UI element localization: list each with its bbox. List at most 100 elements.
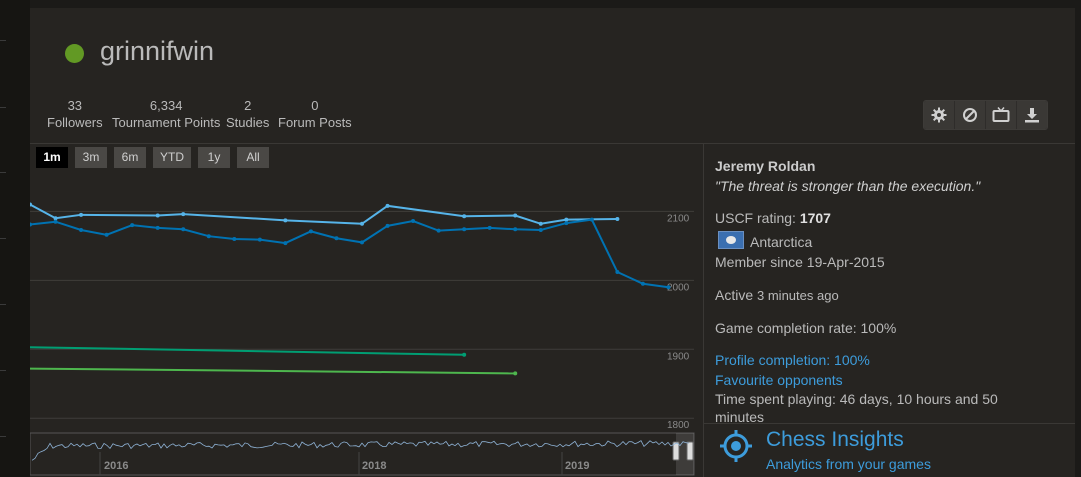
watch-tv-button[interactable]: [986, 101, 1017, 129]
gutter-tick: [0, 304, 6, 305]
data-point[interactable]: [79, 227, 84, 232]
data-point[interactable]: [232, 236, 237, 241]
download-button[interactable]: [1017, 101, 1047, 129]
data-point[interactable]: [564, 217, 569, 222]
navigator-handle-right[interactable]: [686, 441, 694, 461]
stat-forum-posts[interactable]: 0 Forum Posts: [278, 97, 352, 131]
data-point[interactable]: [257, 237, 262, 242]
insights-divider: [704, 423, 1075, 424]
data-point[interactable]: [104, 232, 109, 237]
data-point[interactable]: [436, 228, 441, 233]
data-point[interactable]: [513, 213, 518, 218]
data-point[interactable]: [181, 227, 186, 232]
series-line-0[interactable]: [30, 203, 618, 225]
stat-label: Forum Posts: [278, 115, 352, 130]
stat-value: 6,334: [149, 98, 183, 113]
stat-followers[interactable]: 33 Followers: [47, 97, 103, 131]
uscf-rating: USCF rating: 1707: [715, 210, 831, 226]
range-3m-button[interactable]: 3m: [75, 147, 107, 168]
gutter-tick: [0, 436, 6, 437]
navigator-handle-left[interactable]: [672, 441, 680, 461]
profile-quote: "The threat is stronger than the executi…: [715, 178, 981, 194]
range-all-button[interactable]: All: [237, 147, 269, 168]
gutter-tick: [0, 172, 6, 173]
data-point[interactable]: [615, 270, 620, 275]
data-point[interactable]: [666, 285, 671, 290]
data-point[interactable]: [130, 223, 135, 228]
data-point[interactable]: [538, 221, 543, 226]
y-tick-label: 2000: [667, 282, 690, 293]
range-1m-button[interactable]: 1m: [36, 147, 68, 168]
data-point[interactable]: [564, 221, 569, 226]
rating-history-chart[interactable]: 2100 2000 1900 1800: [30, 170, 700, 432]
header-divider: [30, 143, 1075, 144]
block-icon: [963, 108, 977, 122]
data-point[interactable]: [155, 225, 160, 230]
data-point[interactable]: [30, 202, 32, 207]
last-active: Active 3 minutes ago: [715, 287, 839, 303]
y-tick-label: 2100: [667, 213, 690, 224]
member-since: Member since 19-Apr-2015: [715, 254, 885, 270]
data-point[interactable]: [385, 203, 390, 208]
data-point[interactable]: [30, 222, 32, 227]
data-point[interactable]: [181, 212, 186, 217]
data-point[interactable]: [53, 216, 58, 221]
data-point[interactable]: [487, 225, 492, 230]
data-point[interactable]: [589, 217, 594, 222]
block-button[interactable]: [955, 101, 986, 129]
data-point[interactable]: [283, 218, 288, 223]
active-ago: 3 minutes ago: [757, 288, 839, 303]
series-line-3[interactable]: [30, 367, 516, 375]
username: grinnifwin: [100, 36, 215, 66]
data-point[interactable]: [513, 227, 518, 232]
chess-insights-link[interactable]: Chess Insights: [766, 428, 904, 451]
data-point[interactable]: [640, 281, 645, 286]
navigator-series-line: [31, 440, 690, 461]
uscf-value: 1707: [799, 210, 831, 226]
data-point[interactable]: [79, 212, 84, 217]
data-point[interactable]: [334, 236, 339, 241]
data-point[interactable]: [462, 227, 467, 232]
data-point[interactable]: [155, 213, 160, 218]
left-gutter: [0, 0, 30, 477]
data-point[interactable]: [206, 234, 211, 239]
navigator-year-label: 2018: [362, 460, 386, 472]
data-point[interactable]: [385, 223, 390, 228]
navigator-frame: [30, 432, 695, 476]
range-6m-button[interactable]: 6m: [114, 147, 146, 168]
chart-navigator[interactable]: 2016 2018 2019: [30, 432, 700, 477]
stat-studies[interactable]: 2 Studies: [226, 97, 269, 131]
series-line-2[interactable]: [30, 346, 465, 356]
data-point[interactable]: [360, 240, 364, 245]
navigator-year-label: 2019: [565, 460, 589, 472]
data-point[interactable]: [513, 371, 518, 376]
data-point[interactable]: [411, 219, 416, 224]
stat-label: Studies: [226, 115, 270, 130]
gutter-tick: [0, 107, 6, 108]
stat-value: 33: [67, 98, 83, 113]
profile-panel: [30, 8, 1075, 477]
stat-tournament-points[interactable]: 6,334 Tournament Points: [112, 97, 220, 131]
gutter-tick: [0, 370, 6, 371]
data-point[interactable]: [462, 352, 467, 357]
range-1y-button[interactable]: 1y: [198, 147, 230, 168]
settings-button[interactable]: [924, 101, 955, 129]
gear-icon: [931, 107, 947, 123]
data-point[interactable]: [615, 216, 620, 221]
favourite-opponents-link[interactable]: Favourite opponents: [715, 372, 843, 388]
navigator-year-label: 2016: [104, 460, 128, 472]
uscf-label: USCF rating:: [715, 210, 800, 226]
time-spent-playing: Time spent playing: 46 days, 10 hours an…: [715, 391, 998, 423]
data-point[interactable]: [283, 241, 288, 246]
profile-completion-link[interactable]: Profile completion: 100%: [715, 352, 870, 368]
range-selector: 1m 3m 6m YTD 1y All: [36, 147, 269, 168]
insights-target-icon[interactable]: [720, 430, 752, 462]
data-point[interactable]: [53, 219, 58, 224]
data-point[interactable]: [462, 214, 467, 219]
series-line-1[interactable]: [30, 218, 669, 289]
column-divider: [703, 143, 704, 477]
data-point[interactable]: [308, 229, 313, 234]
data-point[interactable]: [538, 227, 543, 232]
range-ytd-button[interactable]: YTD: [153, 147, 191, 168]
data-point[interactable]: [360, 221, 364, 226]
